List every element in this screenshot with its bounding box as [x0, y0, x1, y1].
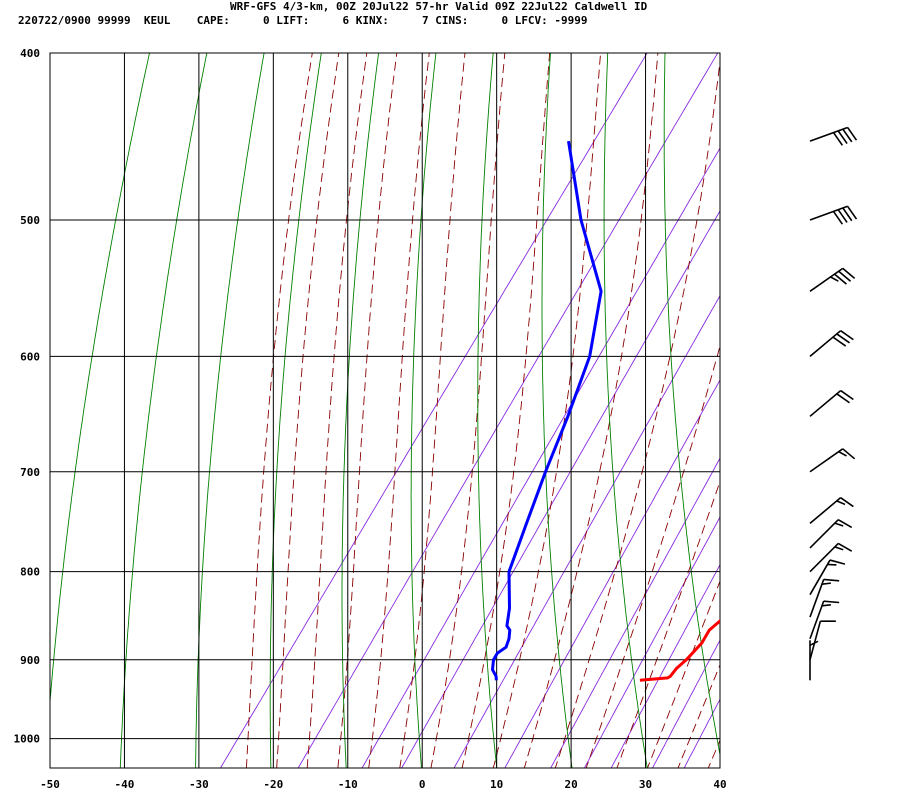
mixing-ratio-line — [550, 457, 720, 768]
mixing-ratio-line — [700, 15, 900, 800]
x-tick-label: 20 — [564, 778, 577, 791]
wind-barb — [809, 542, 853, 573]
wind-barb — [809, 126, 858, 146]
chart-title: WRF-GFS 4/3-km, 00Z 20Jul22 57-hr Valid … — [230, 0, 648, 13]
y-tick-label: 600 — [20, 350, 40, 363]
x-tick-label: -50 — [40, 778, 60, 791]
moist-adiabat-line — [492, 53, 602, 768]
sounding-series — [491, 140, 720, 682]
moist-adiabat-line — [276, 53, 340, 768]
chart-subtitle: 220722/0900 99999 KEUL CAPE: 0 LIFT: 6 K… — [18, 14, 588, 27]
moist-adiabat-line — [616, 480, 720, 768]
wind-barbs — [809, 126, 858, 681]
dry-adiabat-line — [477, 53, 498, 768]
x-tick-label: -30 — [189, 778, 209, 791]
moist-adiabat-line — [399, 53, 466, 768]
wind-barb — [809, 497, 854, 524]
moist-adiabat-line — [707, 739, 720, 768]
axis-labels: -50 -40 -30 -20 -10 0 10 20 30 40 400 500 600 700 800 9… — [14, 47, 727, 791]
y-tick-label: 700 — [20, 466, 40, 479]
dry-adiabat-line — [722, 15, 807, 800]
dry-adiabat-line — [50, 53, 150, 708]
wind-barb — [809, 389, 854, 417]
wind-barb — [809, 559, 846, 596]
wind-barb — [809, 620, 836, 661]
y-tick-label: 800 — [20, 566, 40, 579]
x-tick-label: 10 — [490, 778, 503, 791]
mixing-ratio-line — [610, 563, 720, 768]
wind-barb — [809, 578, 840, 618]
dry-adiabat-line — [195, 53, 265, 768]
temperature-line — [639, 618, 720, 682]
y-tick-label: 400 — [20, 47, 40, 60]
x-tick-label: 0 — [419, 778, 426, 791]
wind-barb — [809, 518, 853, 549]
x-tick-label: -40 — [115, 778, 135, 791]
dry-adiabat-line — [603, 53, 648, 768]
moist-adiabat-line — [461, 53, 551, 768]
wind-barb — [809, 267, 856, 292]
wind-barb — [809, 600, 840, 640]
mixing-ratio-line — [361, 147, 720, 768]
moist-adiabat-line — [647, 579, 720, 768]
y-tick-label: 500 — [20, 214, 40, 227]
plot-frame — [49, 52, 721, 769]
wind-barb — [809, 640, 819, 681]
y-tick-label: 900 — [20, 654, 40, 667]
moist-adiabat-line — [430, 53, 506, 768]
mixing-ratio-line — [504, 379, 720, 768]
mixing-ratio-line — [219, 53, 648, 768]
moist-adiabat-line — [337, 53, 398, 768]
mixing-ratio-line — [583, 516, 720, 768]
x-tick-label: 40 — [713, 778, 726, 791]
mixing-ratio-lines — [219, 15, 900, 800]
y-tick-label: 1000 — [14, 733, 41, 746]
moist-adiabat-line — [368, 53, 430, 768]
dewpoint-line — [491, 140, 603, 681]
dry-adiabat-line — [779, 15, 884, 800]
wind-barb — [809, 205, 858, 225]
x-tick-label: 30 — [639, 778, 652, 791]
moist-adiabat-line — [585, 344, 720, 768]
moist-adiabat-line — [306, 53, 368, 768]
mixing-ratio-line — [683, 698, 720, 768]
mixing-ratio-line — [453, 294, 720, 768]
dry-adiabats — [50, 15, 900, 800]
plot-grid — [49, 52, 721, 769]
dry-adiabat-line — [410, 53, 437, 768]
mixing-ratio-line — [297, 53, 719, 768]
wind-barb — [809, 448, 856, 473]
moist-adiabat-line — [523, 53, 659, 768]
moist-adiabat-line — [677, 663, 720, 768]
x-tick-label: -20 — [263, 778, 283, 791]
wind-barb — [809, 330, 854, 358]
mixing-ratio-line — [651, 639, 720, 768]
dry-adiabat-line — [269, 53, 322, 768]
dry-adiabat-line — [892, 15, 900, 800]
x-tick-label: -10 — [338, 778, 358, 791]
